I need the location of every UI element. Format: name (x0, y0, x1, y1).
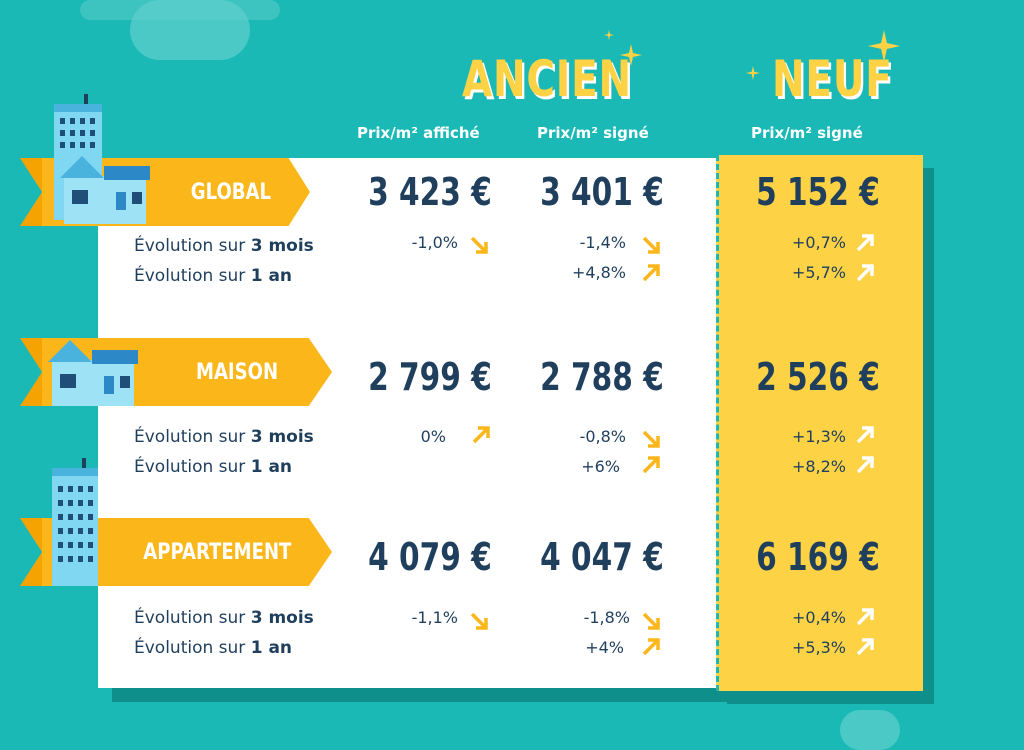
evolution-1-an-label: Évolution sur 1 an (134, 457, 293, 477)
house-icon (60, 156, 150, 224)
col-header-affiche: Prix/m² affiché (357, 124, 480, 142)
col-header-neuf-signe: Prix/m² signé (751, 124, 863, 142)
ribbon-tail (20, 158, 42, 226)
neuf-title: NEUF (772, 50, 893, 108)
pct-maison-affiche-3m: 0% (420, 427, 446, 446)
sparkle-icon (604, 30, 614, 40)
price-maison-signe: 2 788 € (540, 355, 664, 399)
price-appartement-neuf: 6 169 € (756, 535, 880, 579)
arrow-up-icon (642, 264, 660, 282)
arrow-up-icon (856, 638, 874, 656)
pct-maison-signe-1a: +6% (581, 457, 620, 476)
pct-global-signe-1a: +4,8% (571, 263, 626, 282)
evolution-3-mois-label: Évolution sur 3 mois (134, 427, 314, 447)
ancien-title: ANCIEN (462, 50, 632, 108)
arrow-down-icon (470, 236, 488, 254)
cloud-decoration (840, 710, 900, 750)
evolution-1-an-label: Évolution sur 1 an (134, 638, 293, 658)
pct-maison-neuf-1a: +8,2% (791, 457, 846, 476)
arrow-down-icon (642, 236, 660, 254)
ribbon-tail (20, 338, 42, 406)
arrow-up-icon (856, 608, 874, 626)
ribbon-label: MAISON (195, 359, 279, 385)
price-maison-neuf: 2 526 € (756, 355, 880, 399)
pct-appartement-signe-1a: +4% (585, 638, 624, 657)
ribbon-label: APPARTEMENT (142, 539, 292, 565)
pct-global-signe-3m: -1,4% (579, 233, 626, 252)
arrow-down-icon (470, 612, 488, 630)
price-global-affiche: 3 423 € (368, 170, 492, 214)
evolution-3-mois-label: Évolution sur 3 mois (134, 608, 314, 628)
evolution-1-an-label: Évolution sur 1 an (134, 266, 293, 286)
pct-appartement-neuf-1a: +5,3% (791, 638, 846, 657)
sparkle-icon (620, 44, 642, 66)
col-header-signe: Prix/m² signé (537, 124, 649, 142)
pct-appartement-affiche-3m: -1,1% (411, 608, 458, 627)
pct-global-neuf-1a: +5,7% (791, 263, 846, 282)
pct-appartement-neuf-3m: +0,4% (791, 608, 846, 627)
evolution-3-mois-label: Évolution sur 3 mois (134, 236, 314, 256)
pct-global-neuf-3m: +0,7% (791, 233, 846, 252)
arrow-up-icon (856, 456, 874, 474)
arrow-up-icon (856, 264, 874, 282)
sparkle-icon (868, 30, 900, 62)
arrow-up-icon (642, 456, 660, 474)
ribbon-tail (20, 518, 42, 586)
ribbon-label: GLOBAL (190, 179, 272, 205)
price-global-signe: 3 401 € (540, 170, 664, 214)
pct-maison-neuf-3m: +1,3% (791, 427, 846, 446)
arrow-down-icon (642, 612, 660, 630)
arrow-up-icon (642, 638, 660, 656)
arrow-up-icon (856, 234, 874, 252)
cloud-decoration (80, 0, 280, 20)
apartment-building-icon (52, 458, 98, 586)
arrow-up-icon (856, 426, 874, 444)
pct-appartement-signe-3m: -1,8% (583, 608, 630, 627)
neuf-column (716, 155, 923, 691)
price-maison-affiche: 2 799 € (368, 355, 492, 399)
house-icon (48, 340, 138, 406)
price-appartement-signe: 4 047 € (540, 535, 664, 579)
pct-maison-signe-3m: -0,8% (579, 427, 626, 446)
arrow-down-icon (642, 430, 660, 448)
arrow-up-icon (472, 426, 490, 444)
price-global-neuf: 5 152 € (756, 170, 880, 214)
price-appartement-affiche: 4 079 € (368, 535, 492, 579)
sparkle-icon (746, 66, 760, 80)
pct-global-affiche-3m: -1,0% (411, 233, 458, 252)
